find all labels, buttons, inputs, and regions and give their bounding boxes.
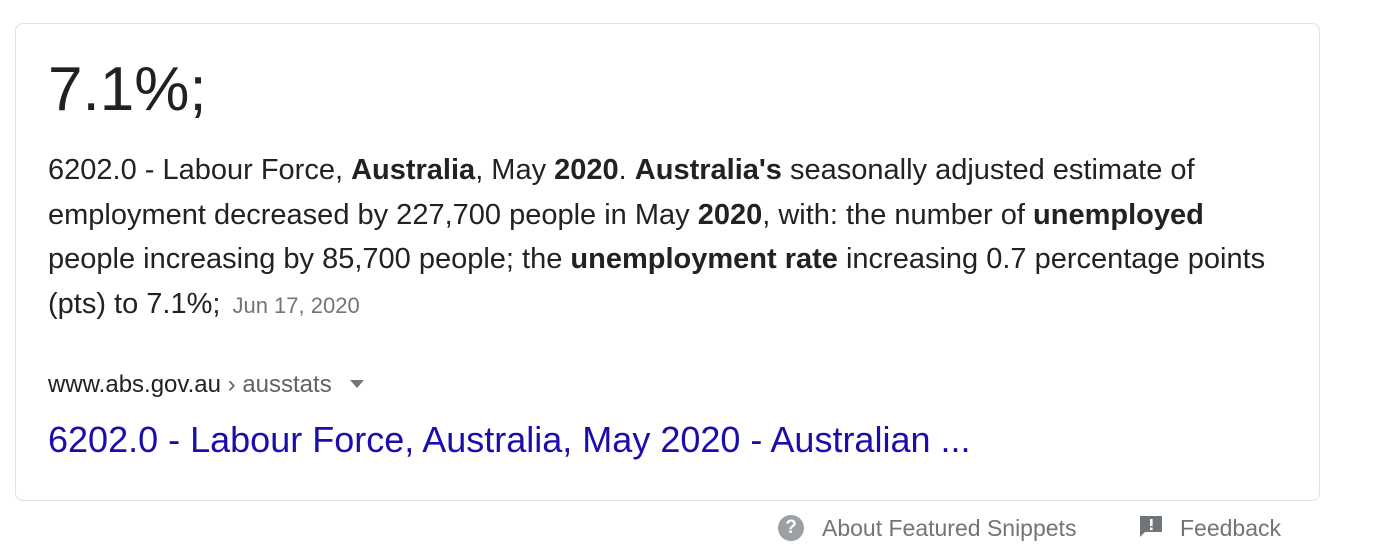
snippet-text: 6202.0 - Labour Force, Australia, May 20… (48, 148, 1293, 328)
cite-domain: www.abs.gov.au (48, 371, 221, 398)
snippet-parts: 6202.0 - Labour Force, Australia, May 20… (48, 154, 1265, 320)
snippet-segment: increasing 0.7 percentage points (pts) t… (48, 243, 1266, 320)
chevron-down-icon[interactable] (349, 379, 364, 388)
snippet-segment: people increasing by 85,700 people; the (48, 243, 571, 275)
snippet-bold-term: Australia (351, 154, 476, 186)
result-title-link[interactable]: 6202.0 - Labour Force, Australia, May 20… (48, 419, 971, 460)
snippet-bold-term: 2020 (554, 154, 619, 186)
snippet-bold-term: 2020 (697, 198, 763, 231)
snippet-segment: , with: the number of (762, 198, 1034, 231)
snippet-segment: seasonally adjusted estimate of employme… (48, 154, 1195, 231)
feedback-link[interactable]: Feedback (1180, 515, 1282, 541)
snippet-bold-term: unemployed (1033, 198, 1204, 231)
feedback-flag-icon[interactable] (1138, 514, 1164, 540)
about-featured-snippets-link[interactable]: About Featured Snippets (822, 515, 1077, 541)
snippet-bold-term: unemployment rate (570, 243, 838, 275)
snippet-footer: ? About Featured Snippets Feedback (0, 510, 1384, 546)
snippet-date: Jun 17, 2020 (232, 292, 360, 318)
cite-path: › ausstats (220, 371, 332, 398)
snippet-segment: 6202.0 - Labour Force, (48, 154, 352, 186)
snippet-segment: . (618, 154, 635, 186)
snippet-bold-term: Australia's (634, 154, 782, 186)
question-circle-icon[interactable]: ? (778, 515, 804, 541)
result-cite: www.abs.gov.au › ausstats (48, 368, 364, 402)
snippet-segment: , May (475, 154, 555, 186)
featured-snippet-card: 7.1%; 6202.0 - Labour Force, Australia, … (15, 23, 1320, 501)
answer-value: 7.1%; (48, 55, 207, 124)
